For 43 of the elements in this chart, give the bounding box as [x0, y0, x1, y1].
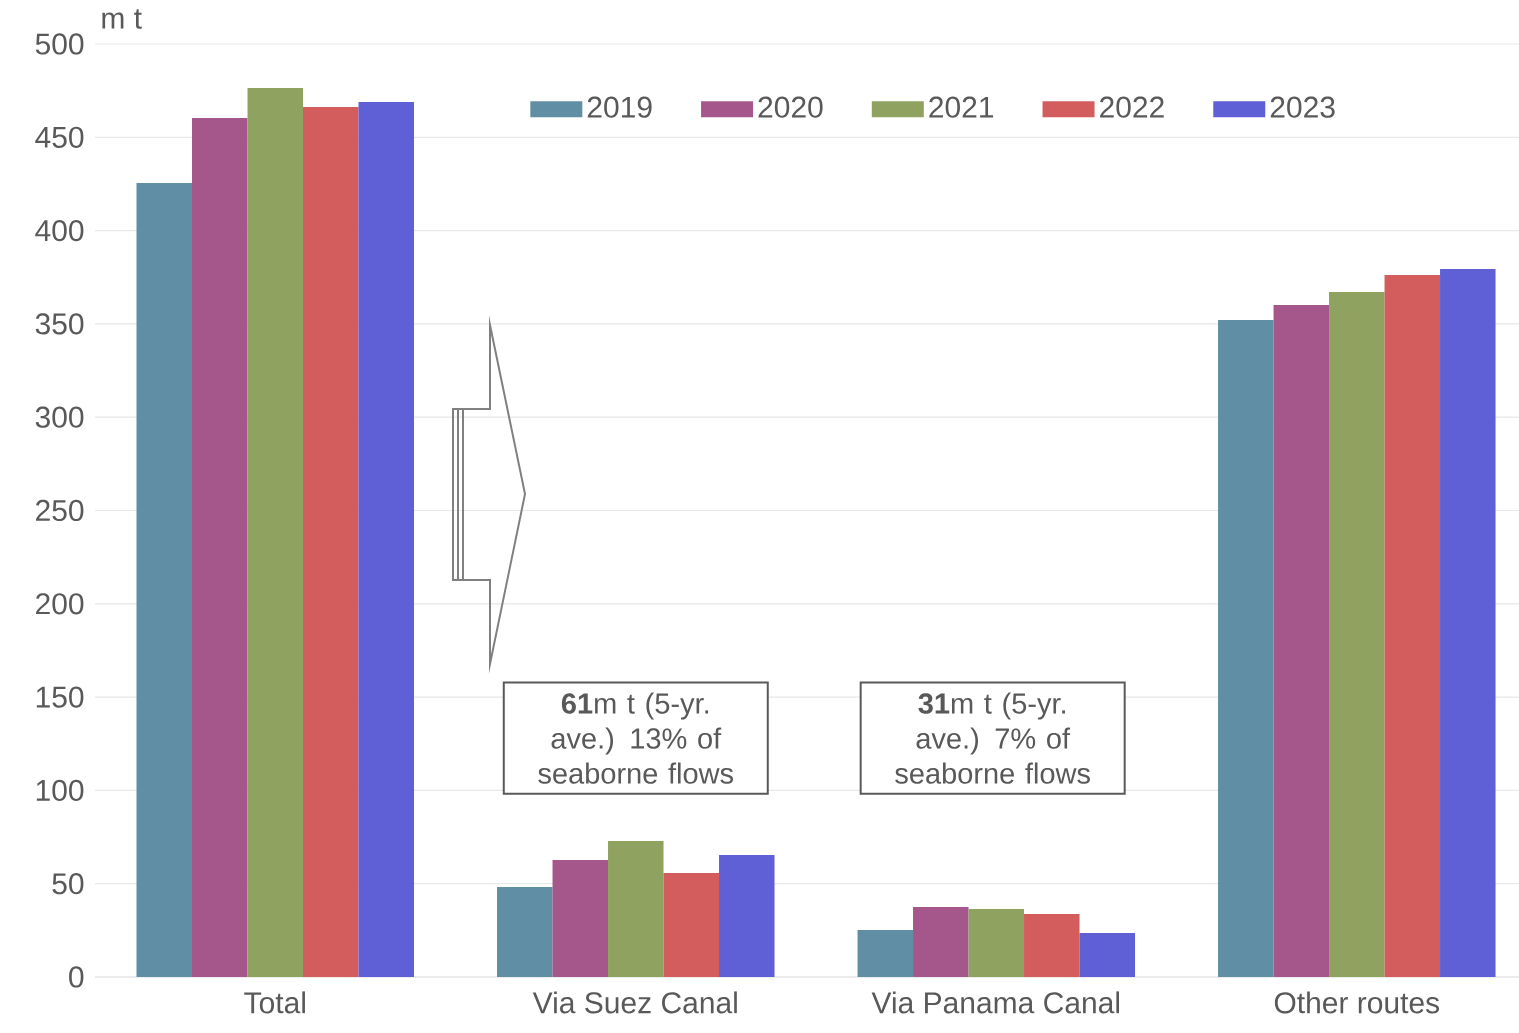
bar — [1440, 269, 1496, 977]
bar — [857, 929, 914, 977]
legend-label: 2023 — [1270, 96, 1335, 118]
x-tick-label: Other routes — [1274, 991, 1440, 1014]
bar — [1384, 275, 1441, 977]
y-tick-label: 400 — [35, 219, 84, 242]
bar — [303, 107, 359, 977]
bar — [913, 907, 969, 977]
y-tick-label: 150 — [36, 686, 84, 708]
bar — [608, 840, 664, 977]
annotation: 31m t (5-yr. ave.) 7% of seaborne flows — [895, 692, 1090, 784]
x-tick-label: Via Panama Canal — [871, 991, 1119, 1014]
legend-label: 2021 — [929, 96, 994, 118]
y-axis-title: m t — [102, 9, 142, 29]
bar — [358, 102, 415, 977]
bar — [1024, 913, 1080, 977]
y-tick-label: 300 — [35, 406, 84, 428]
x-tick-label: Via Suez Canal — [532, 991, 737, 1014]
y-tick-label: 200 — [36, 593, 84, 615]
bar — [1273, 305, 1330, 977]
y-tick-label: 50 — [52, 873, 84, 895]
bar — [1218, 319, 1274, 977]
y-tick-label: 450 — [35, 126, 84, 148]
bar — [497, 887, 553, 977]
bar — [1079, 932, 1136, 977]
y-tick-label: 0 — [69, 966, 84, 988]
legend-label: 2020 — [758, 96, 823, 118]
legend-label: 2019 — [587, 96, 652, 118]
bar — [1329, 291, 1385, 977]
legend-label: 2022 — [1100, 96, 1164, 118]
bar — [247, 88, 304, 977]
bar — [136, 183, 193, 977]
x-tick-label: Total — [244, 991, 305, 1014]
y-tick-label: 100 — [36, 779, 84, 802]
y-tick-label: 250 — [36, 499, 84, 522]
bar — [968, 909, 1025, 977]
bar — [663, 873, 720, 977]
y-tick-label: 500 — [35, 33, 84, 55]
bar — [192, 118, 248, 977]
bar — [552, 860, 609, 977]
bar — [719, 854, 775, 977]
y-tick-label: 350 — [35, 313, 84, 335]
annotation: 61m t (5-yr. ave.) 13% of seaborne flows — [538, 692, 734, 784]
